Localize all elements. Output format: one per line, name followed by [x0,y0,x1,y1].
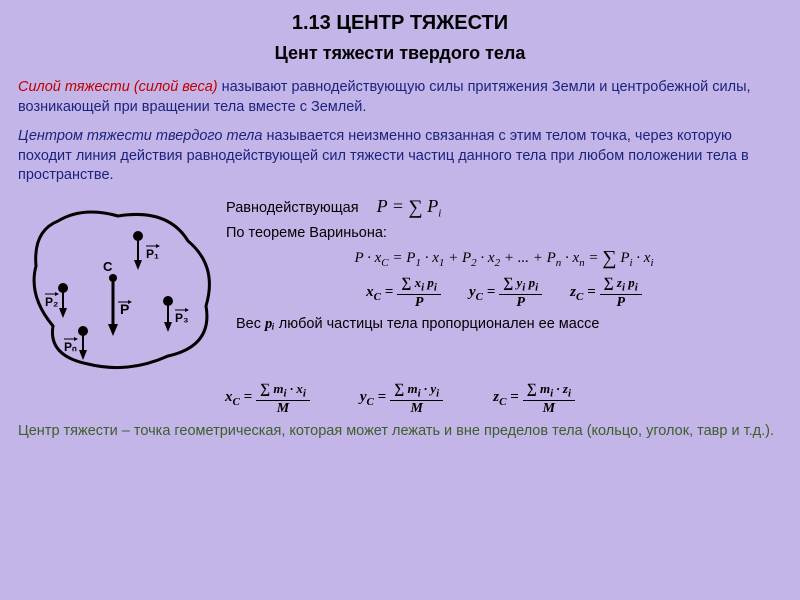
paragraph-gravity-force: Силой тяжести (силой веса) называют равн… [18,78,782,117]
term-cog: Центром тяжести твердого тела [18,128,266,144]
paragraph-center-of-gravity: Центром тяжести твердого тела называется… [18,127,782,186]
zcm-formula: zC = ∑ mi · ziM [493,382,575,416]
varignon-label-row: По теореме Вариньона: [226,225,782,241]
main-title: 1.13 ЦЕНТР ТЯЖЕСТИ [18,12,782,35]
mass-pre: Вес [236,316,265,332]
mass-sym: pᵢ [265,316,275,332]
body-diagram: P₁ C P P₂ P₃ Pₙ [18,196,218,376]
zc-formula: zC = ∑ zi piP [570,276,642,310]
term-gravity: Силой тяжести (силой веса) [18,79,222,95]
svg-text:P₃: P₃ [175,311,189,325]
varignon-formula: P · xC = P1 · x1 + P2 · x2 + ... + Pn · … [226,247,782,270]
p-fraction-row: xC = ∑ xi piP yC = ∑ yi piP zC = ∑ zi pi… [226,276,782,310]
xcm-formula: xC = ∑ mi · xiM [225,382,310,416]
mass-proportional-text: Вес pᵢ любой частицы тела пропорционален… [236,316,782,333]
svg-text:Pₙ: Pₙ [64,340,77,354]
m-fraction-row: xC = ∑ mi · xiM yC = ∑ mi · yiM zC = ∑ m… [18,382,782,416]
ycm-formula: yC = ∑ mi · yiM [360,382,443,416]
yc-formula: yC = ∑ yi piP [469,276,542,310]
formula-block: Равнодействующая P = ∑ Pi По теореме Вар… [226,196,782,336]
footer-note: Центр тяжести – точка геометрическая, ко… [18,422,782,442]
svg-text:P₂: P₂ [45,295,58,309]
svg-text:P₁: P₁ [146,247,159,261]
varignon-label: По теореме Вариньона: [226,225,387,241]
resultant-label: Равнодействующая [226,200,359,216]
subtitle: Цент тяжести твердого тела [18,43,782,64]
svg-text:C: C [103,259,113,274]
xc-formula: xC = ∑ xi piP [366,276,441,310]
diagram-and-formulas: P₁ C P P₂ P₃ Pₙ [18,196,782,376]
resultant-row: Равнодействующая P = ∑ Pi [226,196,782,220]
svg-text:P: P [120,301,129,317]
mass-post: любой частицы тела пропорционален ее мас… [275,316,600,332]
